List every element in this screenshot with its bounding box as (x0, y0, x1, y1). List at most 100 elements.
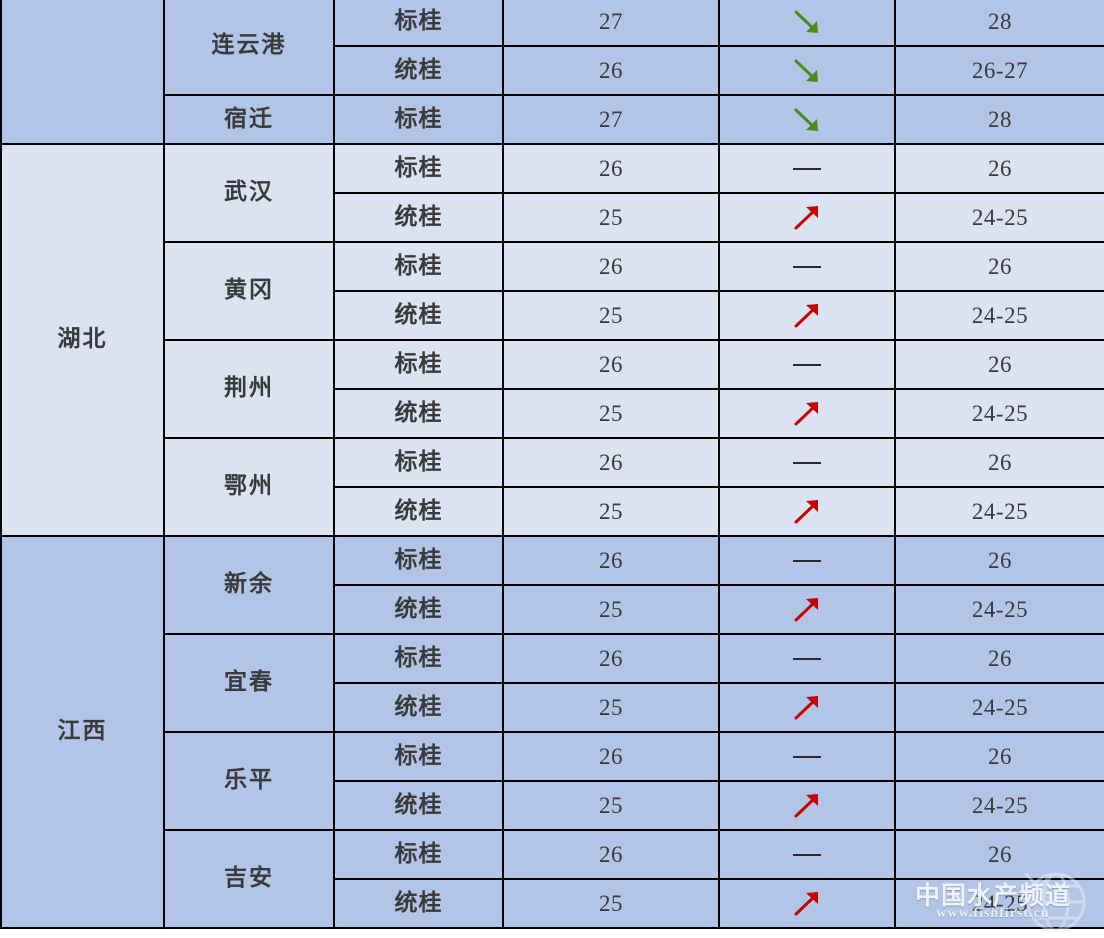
table-row: 江西 新余 标桂 26 26 (0, 535, 1104, 929)
table-row: 黄冈 标桂 26 26 (1, 241, 1104, 341)
trend-cell (718, 339, 896, 390)
range-cell: 24-25 (894, 584, 1104, 635)
city-cell: 鄂州 (163, 437, 335, 537)
price-cell: 25 (502, 682, 720, 733)
trend-cell (718, 682, 896, 733)
province-cell: 江西 (0, 535, 165, 929)
table-row: 宜春 标桂 26 26 (1, 633, 1104, 733)
arrow-up-right-icon (720, 586, 894, 633)
range-cell: 28 (894, 94, 1104, 145)
grade-cell: 标桂 (333, 143, 504, 194)
price-cell: 25 (502, 780, 720, 831)
trend-cell (718, 633, 896, 684)
range-cell: 24-25 (894, 486, 1104, 537)
city-cell: 连云港 (163, 0, 335, 96)
arrow-down-right-icon (720, 96, 894, 143)
table-row: 连云港 标桂 27 28 (0, 0, 1104, 145)
province-cell (0, 0, 165, 145)
price-cell: 26 (502, 829, 720, 880)
city-cell: 荆州 (163, 339, 335, 439)
trend-cell (718, 731, 896, 782)
price-cell: 27 (502, 94, 720, 145)
price-cell: 26 (502, 339, 720, 390)
arrow-up-right-icon (720, 880, 894, 927)
grade-cell: 标桂 (333, 829, 504, 880)
city-cell: 吉安 (163, 829, 335, 929)
table-row: 统桂 25 24-25 (1, 192, 1104, 243)
city-cell: 乐平 (163, 731, 335, 831)
city-cell: 新余 (163, 535, 335, 635)
price-cell: 25 (502, 388, 720, 439)
grade-cell: 统桂 (333, 682, 504, 733)
trend-cell (718, 584, 896, 635)
price-cell: 26 (502, 633, 720, 684)
arrow-up-right-icon (720, 684, 894, 731)
arrow-up-right-icon (720, 292, 894, 339)
range-cell: 26 (894, 731, 1104, 782)
trend-cell (718, 290, 896, 341)
table-row: 统桂 25 24-25 (1, 290, 1104, 341)
city-cell: 黄冈 (163, 241, 335, 341)
table-row: 统桂 25 24-25 (1, 780, 1104, 831)
range-cell: 26 (894, 535, 1104, 586)
dash-flat-icon (720, 831, 894, 878)
trend-cell (718, 143, 896, 194)
price-cell: 26 (502, 45, 720, 96)
dash-flat-icon (720, 537, 894, 584)
price-cell: 25 (502, 192, 720, 243)
province-cell: 湖北 (0, 143, 165, 537)
price-cell: 27 (502, 0, 720, 47)
table-row: 统桂 26 26-27 (1, 45, 1104, 96)
table-row: 乐平 标桂 26 26 (1, 731, 1104, 831)
trend-cell (718, 780, 896, 831)
table-row: 统桂 25 24-25 (1, 878, 1104, 929)
price-cell: 25 (502, 486, 720, 537)
trend-cell (718, 94, 896, 145)
arrow-down-right-icon (720, 47, 894, 94)
table-row: 宿迁 标桂 27 28 (1, 94, 1104, 145)
arrow-up-right-icon (720, 488, 894, 535)
range-cell: 26 (894, 633, 1104, 684)
grade-cell: 统桂 (333, 486, 504, 537)
grade-cell: 标桂 (333, 731, 504, 782)
range-cell: 26 (894, 437, 1104, 488)
city-cell: 宜春 (163, 633, 335, 733)
grade-cell: 标桂 (333, 633, 504, 684)
city-cell: 宿迁 (163, 94, 335, 145)
range-cell: 28 (894, 0, 1104, 47)
table-row: 荆州 标桂 26 26 (1, 339, 1104, 439)
price-cell: 26 (502, 535, 720, 586)
grade-cell: 标桂 (333, 0, 504, 47)
arrow-up-right-icon (720, 390, 894, 437)
grade-cell: 统桂 (333, 290, 504, 341)
range-cell: 24-25 (894, 192, 1104, 243)
dash-flat-icon (720, 733, 894, 780)
price-cell: 26 (502, 731, 720, 782)
city-cell: 武汉 (163, 143, 335, 243)
range-cell: 26 (894, 241, 1104, 292)
trend-cell (718, 437, 896, 488)
trend-cell (718, 535, 896, 586)
trend-cell (718, 0, 896, 47)
price-cell: 25 (502, 290, 720, 341)
dash-flat-icon (720, 243, 894, 290)
trend-cell (718, 388, 896, 439)
arrow-up-right-icon (720, 194, 894, 241)
dash-flat-icon (720, 341, 894, 388)
range-cell: 24-25 (894, 388, 1104, 439)
trend-cell (718, 241, 896, 292)
range-cell: 26 (894, 339, 1104, 390)
price-cell: 26 (502, 437, 720, 488)
table-row: 统桂 25 24-25 (1, 388, 1104, 439)
trend-cell (718, 878, 896, 929)
range-cell: 26 (894, 829, 1104, 880)
grade-cell: 标桂 (333, 241, 504, 292)
grade-cell: 统桂 (333, 584, 504, 635)
trend-cell (718, 192, 896, 243)
range-cell: 24-25 (894, 682, 1104, 733)
range-cell: 24-25 (894, 290, 1104, 341)
range-cell: 24-25 (894, 780, 1104, 831)
